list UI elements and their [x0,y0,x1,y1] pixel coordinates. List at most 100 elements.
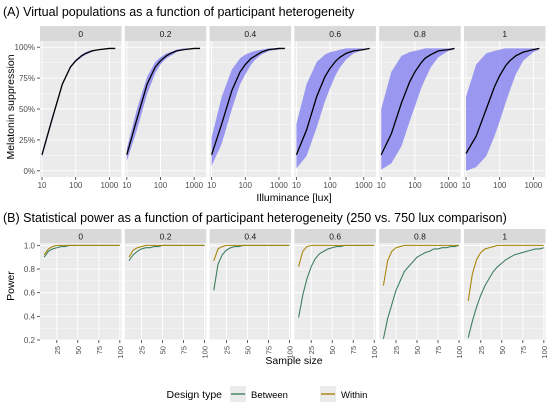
panel-b-facet-label: 1 [502,232,507,242]
panel-a-x-tick-label: 1000 [355,181,373,190]
panel-b-x-tick-label: 75 [180,346,189,354]
panel-a-x-tick-label: 1000 [185,181,203,190]
panel-a-facet-strip [209,26,292,41]
panel-b-x-tick-label: 50 [413,346,422,354]
panel-b-title: (B) Statistical power as a function of p… [3,211,507,225]
panel-b-line-within [43,244,120,256]
panel-a-facet-strip [294,26,376,41]
panel-b-line-within [382,244,460,286]
panel-b-x-tick-label: 100 [116,346,125,359]
panel-a-facet-label: 0.8 [414,29,426,39]
panel-a-x-tick-label: 10 [122,181,131,190]
panel-b-line-within [298,244,375,267]
panel-a-y-axis-label: Melatonin suppression [5,54,17,159]
legend-label-between: Between [251,390,288,401]
panel-a-x-tick-label: 100 [154,181,168,190]
panel-b-y-tick-label: 0.4 [24,312,36,321]
legend-items: Between Within [230,386,367,402]
panel-a-facet-strip [464,26,546,41]
panel-a-median-line [211,47,285,155]
panel-b-facet-label: 0.4 [244,232,256,242]
panel-a-title: (A) Virtual populations as a function of… [3,5,355,19]
panel-b-y-axis-label: Power [5,271,17,301]
panel-b-y-tick-label: 0.8 [24,265,36,274]
panel-a-median-line [380,47,455,156]
panel-b-line-within [213,244,290,261]
panel-a-facet-label: 0.4 [244,29,256,39]
panel-a-median-line [41,47,116,155]
panel-b-facet-label: 0.8 [414,232,426,242]
panel-a-plot: 0% 25% 50% 75% 100% 0 10 100 1000 0.2 10 100 1000 0.4… [15,26,546,190]
panel-a-x-tick-label: 10 [207,181,216,190]
panel-a-facet-label: 1 [502,29,507,39]
panel-b-x-tick-label: 50 [328,346,337,354]
panel-b-plot: 0.2 0.4 0.6 0.8 1.0 0 25 50 75 100 0.2 25 50 75 100 0.4… [24,229,549,359]
panel-a-median-line [295,47,370,155]
panel-b-x-axis-label: Sample size [265,355,322,367]
legend: Design type Between Within [167,386,367,402]
panel-b-line-between [467,247,544,338]
panel-a-x-tick-label: 10 [462,181,471,190]
panel-b-x-tick-label: 25 [53,346,62,354]
panel-a-ribbon [466,48,540,171]
panel-b-x-tick-label: 75 [264,346,273,354]
panel-a-median-line [126,47,201,155]
panel-a-x-tick-label: 10 [292,181,301,190]
legend-title: Design type [167,389,223,401]
panel-b-plot-background [294,243,376,340]
panel-a-x-tick-label: 100 [239,181,253,190]
panel-b-facet-label: 0.2 [160,232,172,242]
panel-b-line-between [382,244,460,339]
panel-b-facet-label: 0 [78,232,83,242]
panel-b-plot-background [124,243,207,340]
panel-a-y-tick-label: 25% [19,136,35,145]
panel-b-facet-strip [379,229,461,243]
panel-b-x-tick-label: 25 [138,346,147,354]
panel-b-x-tick-label: 25 [307,346,316,354]
panel-a-x-tick-label: 10 [377,181,386,190]
panel-a-facet-label: 0 [78,29,83,39]
panel-b-x-tick-label: 50 [74,346,83,354]
panel-b-line-within [128,244,205,258]
panel-b-plot-background [379,243,461,340]
panel-a-ribbon [381,48,455,170]
panel-b-facet-strip [124,229,207,243]
panel-a-facet-label: 0.2 [160,29,172,39]
panel-b-x-tick-label: 25 [477,346,486,354]
panel-b-x-tick-label: 75 [95,346,104,354]
panel-b-x-tick-label: 100 [455,346,464,359]
panel-b-facet-strip [464,229,546,243]
panel-b-x-tick-label: 100 [285,346,294,359]
panel-a-x-tick-label: 1000 [524,181,542,190]
panel-b-facet-strip [209,229,292,243]
panel-b-x-tick-label: 50 [243,346,252,354]
panel-b-y-tick-label: 0.6 [24,289,36,298]
panel-b-x-tick-label: 75 [519,346,528,354]
panel-b-plot-background [40,243,122,340]
panel-a-x-tick-label: 100 [69,181,83,190]
panel-b-x-tick-label: 100 [540,346,549,359]
panel-b-x-tick-label: 25 [392,346,401,354]
panel-a-x-tick-label: 100 [323,181,337,190]
panel-a-y-tick-label: 50% [19,105,35,114]
panel-a-median-line [465,47,540,154]
panel-a-facet-label: 0.6 [329,29,341,39]
panel-a-x-tick-label: 1000 [270,181,288,190]
panel-b-plot-background [209,243,292,340]
panel-a-facet-strip [124,26,207,41]
panel-b-facet-strip [294,229,376,243]
panel-a-x-tick-label: 1000 [440,181,458,190]
panel-a-facet-strip [40,26,122,41]
panel-b-y-tick-label: 0.2 [24,336,36,345]
panel-b-x-tick-label: 50 [159,346,168,354]
panel-a-ribbon [296,48,370,169]
panel-a-x-tick-label: 10 [38,181,47,190]
panel-b-x-tick-label: 100 [370,346,379,359]
panel-b-plot-background [464,243,546,340]
panel-a-y-tick-label: 0% [23,167,35,176]
panel-b-facet-label: 0.6 [329,232,341,242]
panel-a-ribbon [211,48,285,166]
panel-a-y-tick-label: 100% [15,43,35,52]
panel-a-x-tick-label: 100 [493,181,507,190]
